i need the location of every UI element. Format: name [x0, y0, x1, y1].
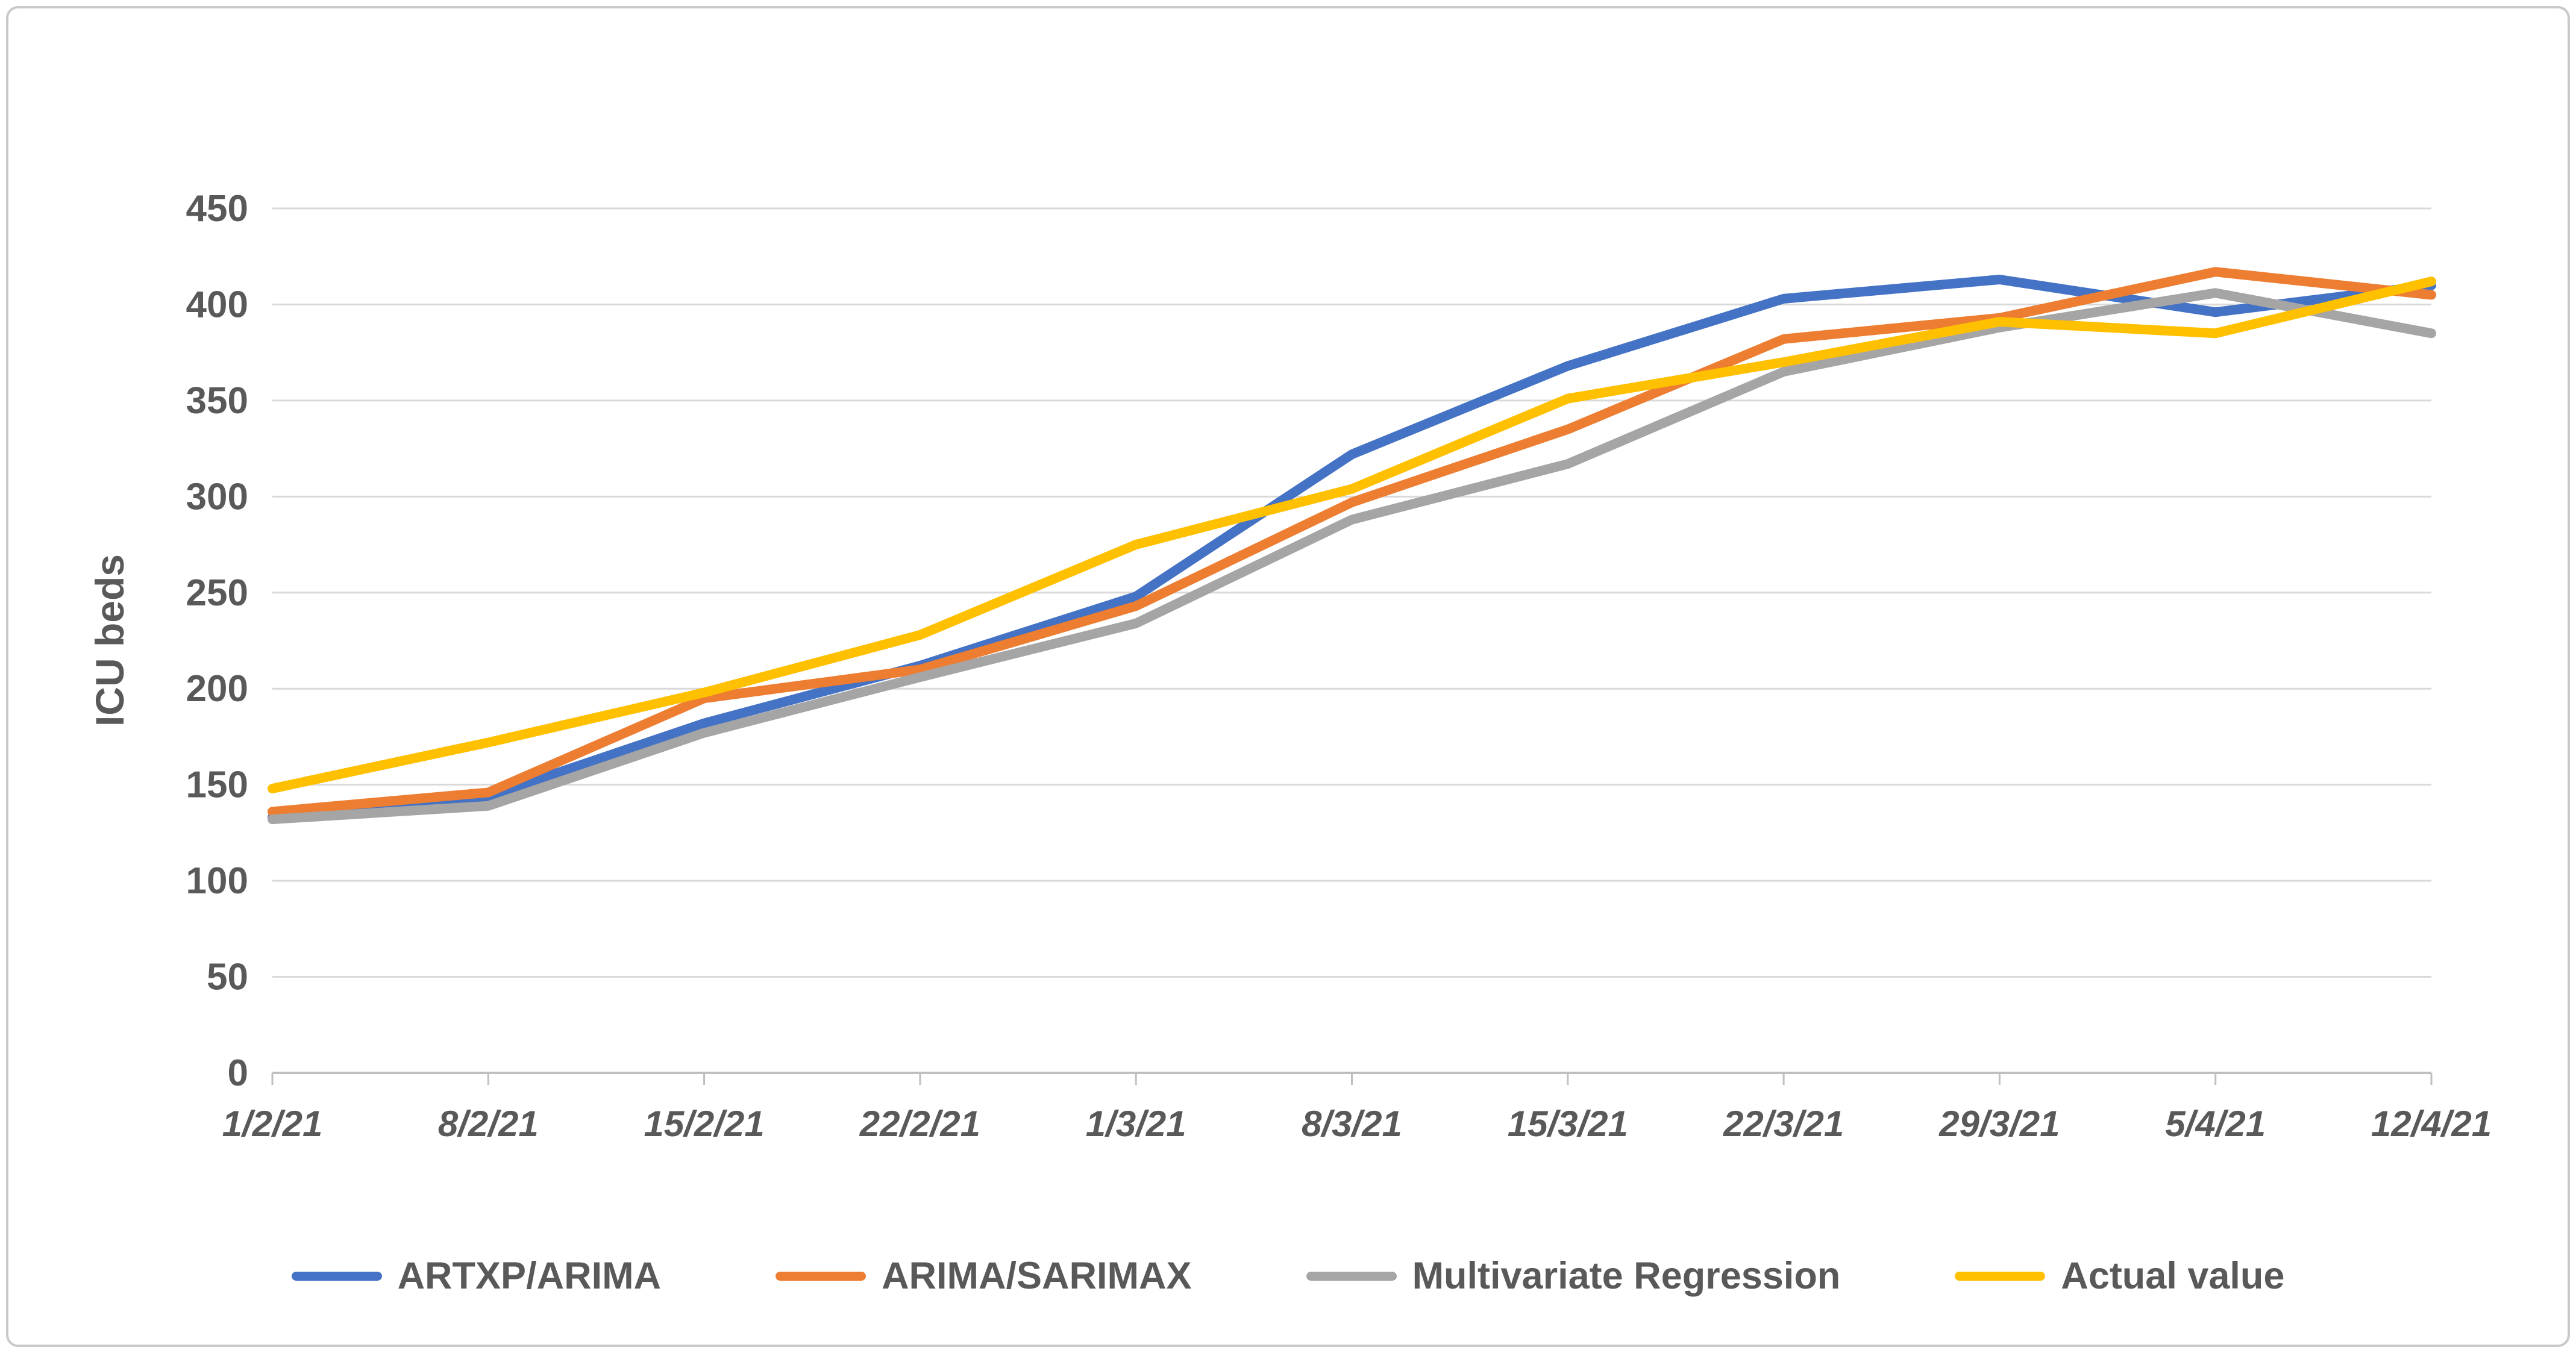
series-line-multivariate-regression — [268, 288, 2436, 825]
y-tick-label: 200 — [186, 668, 248, 710]
x-tick-label: 1/3/21 — [1086, 1104, 1186, 1144]
series-line-actual-value — [268, 277, 2436, 794]
x-tick-label: 29/3/21 — [1938, 1104, 2060, 1144]
x-tick-label: 1/2/21 — [222, 1104, 323, 1144]
x-tick-label: 8/3/21 — [1302, 1104, 1402, 1144]
x-tick-label: 8/2/21 — [438, 1104, 539, 1144]
legend-item-artxp-arima: ARTXP/ARIMA — [291, 1254, 662, 1298]
x-tick-label: 5/4/21 — [2165, 1104, 2266, 1144]
y-tick-label: 450 — [186, 188, 248, 230]
y-tick-label: 100 — [186, 860, 248, 902]
x-tick-label: 15/2/21 — [644, 1104, 765, 1144]
y-tick-label: 150 — [186, 764, 248, 806]
chart-legend: ARTXP/ARIMA ARIMA/SARIMAX Multivariate Reg… — [0, 1240, 2576, 1312]
legend-item-actual-value: Actual value — [1955, 1254, 2284, 1298]
y-tick-label: 0 — [228, 1052, 248, 1094]
y-tick-label: 250 — [186, 572, 248, 614]
y-tick-label: 50 — [207, 957, 248, 998]
x-tick-label: 22/3/21 — [1723, 1104, 1844, 1144]
legend-label: Actual value — [2061, 1255, 2285, 1297]
legend-label: ARTXP/ARIMA — [397, 1255, 662, 1297]
legend-label: ARIMA/SARIMAX — [882, 1255, 1192, 1297]
x-tick-label: 12/4/21 — [2371, 1104, 2492, 1144]
legend-item-multivariate-regression: Multivariate Regression — [1306, 1254, 1841, 1298]
legend-swatch-actual-value — [1955, 1271, 2046, 1281]
y-tick-label: 400 — [186, 284, 248, 325]
y-tick-label: 350 — [186, 380, 248, 422]
y-tick-label: 300 — [186, 476, 248, 517]
chart-card — [6, 6, 2570, 1347]
legend-swatch-multivariate-regression — [1306, 1271, 1397, 1281]
x-tick-label: 15/3/21 — [1508, 1104, 1628, 1144]
legend-swatch-arima-sarimax — [776, 1271, 867, 1281]
y-axis-title: ICU beds — [87, 554, 132, 726]
legend-swatch-artxp-arima — [291, 1271, 382, 1281]
legend-item-arima-sarimax: ARIMA/SARIMAX — [776, 1254, 1192, 1298]
series-line-artxp-arima — [268, 274, 2436, 822]
series-line-arima-sarimax — [268, 267, 2436, 817]
x-tick-label: 22/2/21 — [859, 1104, 980, 1144]
legend-label: Multivariate Regression — [1412, 1255, 1841, 1297]
